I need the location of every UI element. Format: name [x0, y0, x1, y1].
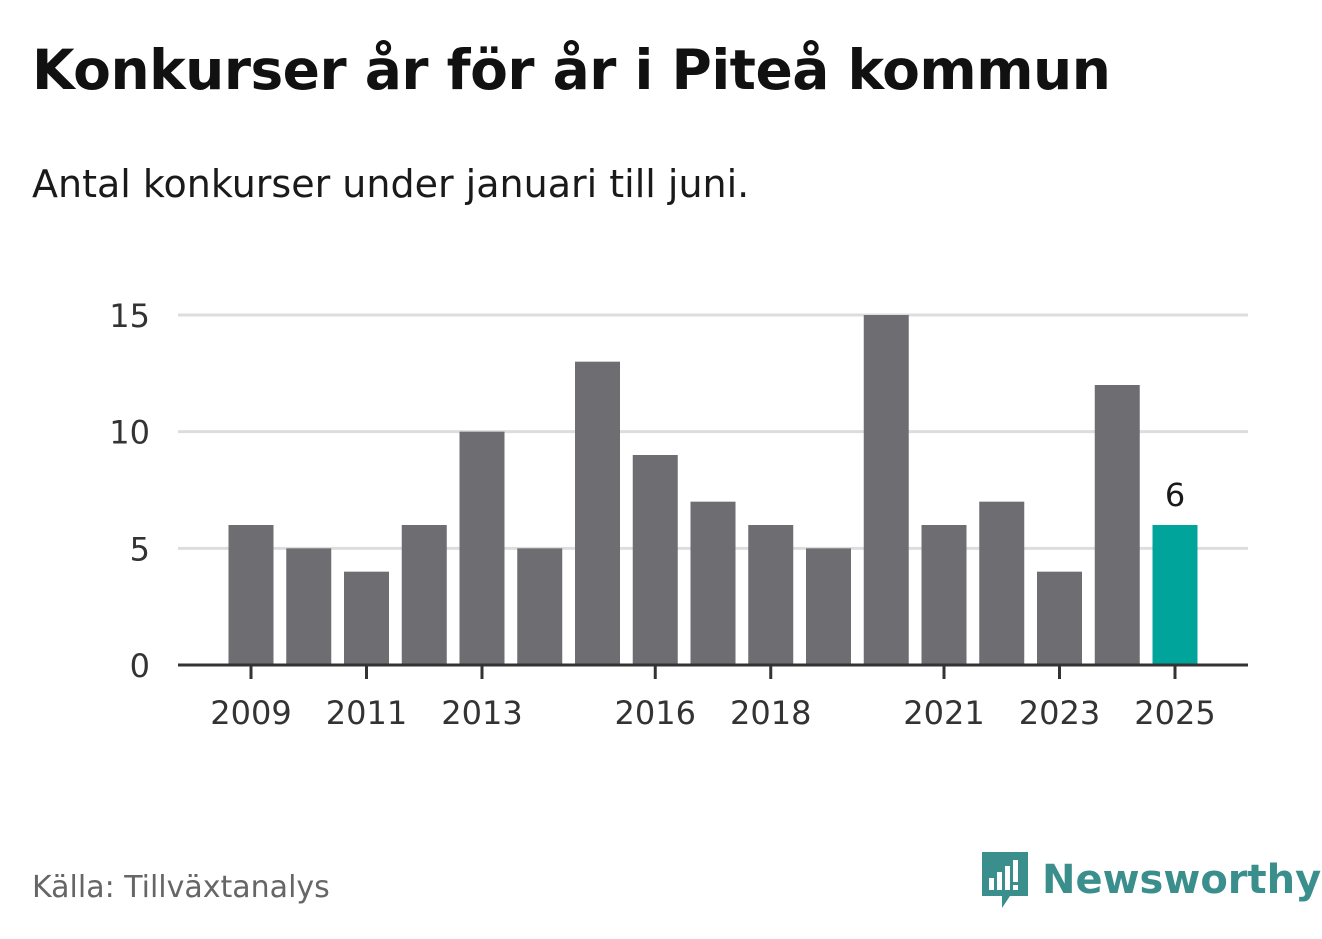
bar	[979, 501, 1025, 665]
bar	[228, 525, 274, 665]
y-tick-label: 5	[130, 530, 150, 568]
bar	[1094, 385, 1140, 665]
bar	[863, 315, 909, 665]
x-tick-label: 2009	[210, 694, 291, 732]
chart-title: Konkurser år för år i Piteå kommun	[32, 38, 1111, 102]
bar	[575, 361, 620, 665]
bar	[459, 431, 505, 665]
source-note: Källa: Tillväxtanalys	[32, 870, 330, 905]
bar	[806, 548, 851, 665]
bar	[1037, 571, 1082, 665]
x-tick-label: 2021	[903, 694, 984, 732]
brand-name: Newsworthy	[1042, 857, 1322, 903]
x-tick-label: 2018	[730, 694, 811, 732]
y-tick-label: 0	[130, 647, 150, 685]
bar	[632, 455, 678, 665]
y-tick-label: 15	[109, 297, 150, 335]
bar	[517, 548, 563, 665]
bar	[286, 548, 332, 665]
y-tick-label: 10	[109, 414, 150, 452]
x-tick-label: 2013	[441, 694, 522, 732]
bar-chart: 0 5 10 15 6 2009 2011 2013 2016 2018 2021 2023 2025	[109, 297, 1248, 732]
bar	[748, 525, 794, 665]
x-tick-label: 2025	[1134, 694, 1215, 732]
bar-highlight	[1152, 525, 1198, 665]
bar	[401, 525, 447, 665]
bar	[921, 525, 967, 665]
brand-logo: Newsworthy	[980, 850, 1321, 910]
chart-subtitle: Antal konkurser under januari till juni.	[32, 162, 750, 206]
x-tick-label: 2011	[326, 694, 407, 732]
newsworthy-logo-icon	[982, 852, 1028, 908]
bar	[344, 571, 389, 665]
x-tick-label: 2023	[1019, 694, 1100, 732]
bar	[690, 501, 736, 665]
data-label: 6	[1165, 476, 1185, 514]
x-tick-label: 2016	[615, 694, 696, 732]
